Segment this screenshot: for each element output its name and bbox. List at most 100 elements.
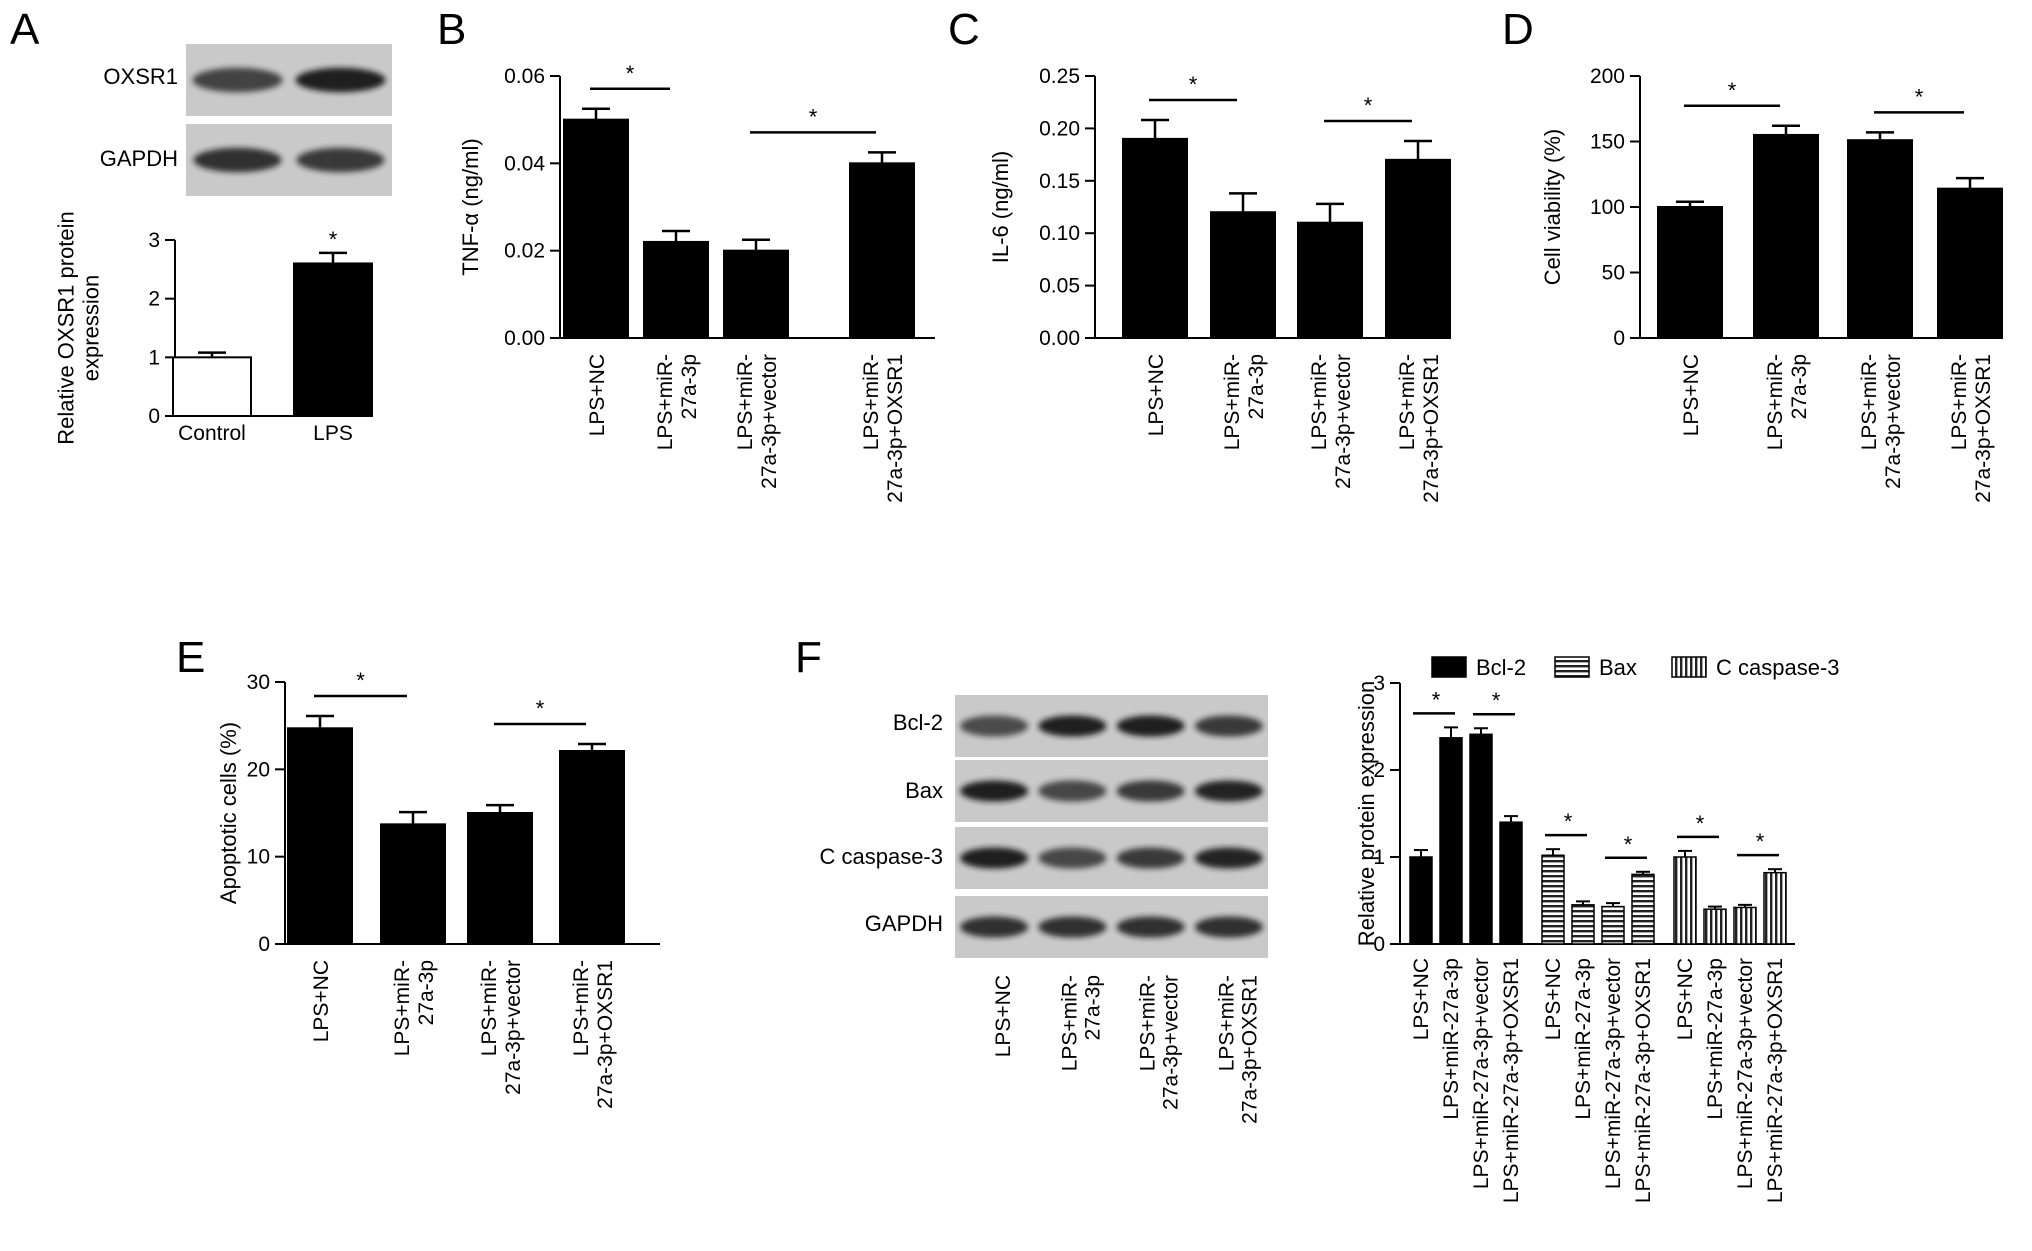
blot-f-lane-label: LPS+miR- [1137,975,1160,1071]
blot-f-label-bax: Bax [905,778,943,803]
chart-panel-d: 0 50 100 150 200 Cell viability (%) * * LPS+NC LP… [1540,65,2003,503]
significance-star: * [1564,809,1573,834]
legend-label: Bax [1599,655,1637,680]
significance-star: * [1492,688,1501,713]
y-tick-label: 150 [1590,131,1625,154]
y-axis-title: expression [79,275,104,381]
significance-star: * [809,104,818,129]
category-label-group: LPS+miR-27a-3p [1764,354,1811,450]
bar [1499,821,1523,945]
category-label-group: LPS+miR-27a-3p+OXSR1 [860,354,907,503]
y-tick-label: 3 [1373,672,1385,695]
significance-star: * [1696,811,1705,836]
y-tick-label: 1 [148,346,160,369]
bar [1847,139,1913,339]
y-tick-label: 0.10 [1039,222,1080,245]
y-axis-title-group: Relative protein expression [1354,681,1379,946]
category-label-group: LPS+NC [310,960,333,1042]
category-label: LPS+miR- [1308,354,1331,450]
category-label: LPS+miR-27a-3p [1440,958,1463,1120]
category-label-group: LPS+miR-27a-3p [1572,958,1595,1120]
y-axis-title-group: Cell viability (%) [1540,129,1565,285]
category-label-group: LPS+miR-27a-3p+vector [1308,354,1355,489]
category-label-group: LPS+miR-27a-3p [1440,958,1463,1120]
category-label: LPS+miR-27a-3p+OXSR1 [1500,958,1523,1203]
blot-a-label-gapdh: GAPDH [100,146,178,171]
bar [1439,737,1463,945]
y-axis-title-group: Apoptotic cells (%) [216,722,241,904]
blot-f-row-1-band [1194,715,1263,737]
category-label: 27a-3p+OXSR1 [1420,354,1443,503]
blot-f-row-4-band [1038,916,1107,938]
category-label: LPS+NC [1410,958,1433,1040]
significance-star: * [356,668,365,693]
category-label: 27a-3p+OXSR1 [1972,354,1995,503]
y-tick-label: 2 [148,288,160,311]
category-label-group: LPS+miR-27a-3p+OXSR1 [1764,958,1787,1203]
category-label: 27a-3p+vector [1332,354,1355,489]
category-label-group: LPS+miR-27a-3p+vector [1602,958,1625,1189]
category-label-group: LPS+miR-27a-3p [391,960,438,1056]
significance-star: * [1432,687,1441,712]
bar [1409,856,1433,945]
category-label-group: LPS+NC [1680,354,1703,436]
blot-f-row-4-band [1194,916,1263,938]
bar [1937,187,2003,339]
category-label: LPS+miR- [654,354,677,450]
bar [559,749,625,946]
bar [467,812,533,945]
category-label: LPS+miR-27a-3p [1572,958,1595,1120]
blot-f-lane-label: LPS+NC [992,975,1015,1057]
category-label: LPS+NC [1145,354,1168,436]
blot-a-oxsr1-row-band [295,67,386,93]
category-label: 27a-3p [678,354,701,419]
y-tick-label: 0.06 [504,65,545,88]
panel-letter-c: C [948,5,980,54]
y-tick-label: 0.20 [1039,117,1080,140]
category-label-group: LPS+miR-27a-3p+OXSR1 [1948,354,1995,503]
bar [1763,871,1787,945]
significance-star: * [1915,84,1924,109]
y-axis-title-group: IL-6 (ng/ml) [988,151,1013,263]
significance-star: * [1364,93,1373,118]
y-tick-label: 1 [1373,846,1385,869]
category-label: LPS+miR- [478,960,501,1056]
blot-f-row-4-band [1116,916,1185,938]
category-label: 27a-3p [1245,354,1268,419]
y-tick-label: 0.02 [504,240,545,263]
category-label: 27a-3p+vector [758,354,781,489]
category-label: LPS+miR- [1858,354,1881,450]
blot-f-lane-label: LPS+miR- [1216,975,1239,1071]
chart-panel-a: 0 1 2 3 Relative OXSR1 protein expression * Con… [54,211,373,445]
y-tick-label: 0 [148,405,160,428]
bar [1122,137,1188,339]
category-label: LPS+miR-27a-3p+vector [1602,958,1625,1189]
category-label: LPS+NC [310,960,333,1042]
category-label-group: LPS+miR-27a-3p+vector [1734,958,1757,1189]
blot-f-row-3-band [960,847,1029,869]
bar [849,162,915,339]
panel-letter-a: A [10,5,40,54]
y-axis-title-group: Relative OXSR1 protein expression [54,211,104,445]
blot-a-gapdh-row-band [296,147,385,173]
blot-f-row-2-band [1038,780,1107,802]
category-label-group: LPS+NC [586,354,609,436]
bar [1601,905,1625,945]
y-tick-label: 0 [258,933,270,956]
category-label-group: LPS+miR-27a-3p+vector [478,960,525,1095]
blot-f-row-3-band [1038,847,1107,869]
blot-f-row-2-band [1116,780,1185,802]
y-axis-title: Apoptotic cells (%) [216,722,241,904]
category-label: LPS+miR-27a-3p+vector [1734,958,1757,1189]
blot-f-label-ccaspase3: C caspase-3 [819,844,943,869]
bar [1469,733,1493,945]
significance-star: * [536,696,545,721]
significance-star: * [1189,72,1198,97]
category-label-group: LPS+miR-27a-3p+OXSR1 [1632,958,1655,1203]
category-label: 27a-3p+vector [1882,354,1905,489]
blot-f-row-4-band [960,916,1029,938]
category-label: LPS+NC [1680,354,1703,436]
category-label-group: LPS+miR-27a-3p+OXSR1 [1500,958,1523,1203]
y-tick-label: 0.25 [1039,65,1080,88]
bar [1753,133,1819,339]
